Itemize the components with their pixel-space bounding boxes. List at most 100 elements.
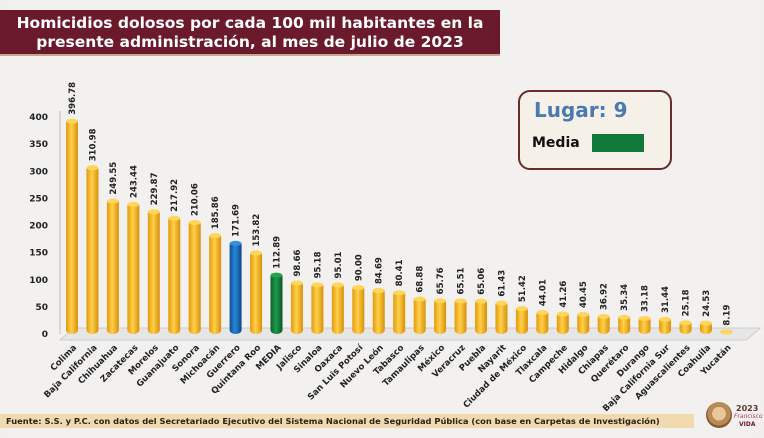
bar-cap xyxy=(66,118,78,124)
bar-san-luis-potosí xyxy=(352,285,365,334)
value-label: 25.18 xyxy=(682,289,692,316)
bar-jalisco xyxy=(290,280,303,334)
y-tick-label: 200 xyxy=(29,222,48,232)
value-label: 65.76 xyxy=(436,267,446,294)
bar-cap xyxy=(270,272,283,278)
bar-guanajuato xyxy=(168,215,181,334)
bar-cap xyxy=(372,288,385,294)
bar-media xyxy=(270,272,283,334)
bar-cap xyxy=(188,220,201,226)
value-label: 171.69 xyxy=(232,204,242,237)
value-label: 31.44 xyxy=(661,286,671,313)
bars xyxy=(66,118,733,335)
bar-veracruz xyxy=(454,298,467,334)
media-legend-swatch xyxy=(592,134,644,152)
bar-michoacán xyxy=(209,233,222,334)
logo-name: Francisco xyxy=(734,413,763,420)
bar-cap xyxy=(556,311,569,317)
bar-morelos xyxy=(147,209,160,334)
bar-cap xyxy=(413,296,426,302)
bar-sonora xyxy=(188,220,201,334)
chart-floor xyxy=(58,327,762,341)
value-label: 80.41 xyxy=(395,259,405,286)
value-label: 35.34 xyxy=(620,284,630,311)
value-label: 95.01 xyxy=(334,251,344,278)
value-label: 217.92 xyxy=(170,179,180,212)
bar-tabasco xyxy=(393,290,406,334)
bar-cap xyxy=(618,314,631,320)
bar-cap xyxy=(720,329,733,335)
value-label: 41.26 xyxy=(559,281,569,308)
value-label: 65.51 xyxy=(457,267,467,294)
bar-cap xyxy=(495,300,508,306)
y-axis: 0 50 100 150 200 250 300 350 400 xyxy=(29,111,61,340)
media-legend-label: Media xyxy=(532,135,580,151)
value-label: 68.88 xyxy=(416,266,426,293)
y-tick-label: 350 xyxy=(29,140,48,150)
value-label: 61.43 xyxy=(497,270,507,297)
value-label: 33.18 xyxy=(641,285,651,312)
bar-cap xyxy=(597,313,610,319)
value-label: 396.78 xyxy=(68,82,78,115)
source-note: Fuente: S.S. y P.C. con datos del Secret… xyxy=(0,414,694,428)
bar-cap xyxy=(515,306,528,312)
y-tick-label: 150 xyxy=(29,249,48,259)
rank-label: Lugar: 9 xyxy=(534,98,628,122)
y-tick-label: 250 xyxy=(29,194,48,204)
bar-cap xyxy=(679,320,692,326)
value-label: 44.01 xyxy=(538,279,548,306)
bar-cap xyxy=(475,298,487,304)
value-labels: 396.78 310.98 249.55 243.44 229.87 217.92 210.… xyxy=(68,82,732,326)
bar-cap xyxy=(229,240,242,246)
bar-zacatecas xyxy=(127,201,140,334)
bar-méxico xyxy=(434,298,447,334)
bar-tamaulipas xyxy=(413,296,426,334)
bar-chihuahua xyxy=(106,198,119,334)
logo: 2023 Francisco VIDA xyxy=(704,398,763,434)
y-tick-label: 50 xyxy=(35,303,48,313)
bar-cap xyxy=(536,310,549,316)
legend-box: Lugar: 9 Media xyxy=(518,90,672,170)
bar-tlaxcala xyxy=(536,310,549,334)
y-tick-label: 100 xyxy=(29,276,48,286)
bar-cap xyxy=(352,285,365,291)
title-line-2: presente administración, al mes de julio… xyxy=(36,33,464,51)
value-label: 210.06 xyxy=(191,183,201,216)
bar-querétaro xyxy=(618,314,631,334)
bar-cap xyxy=(638,315,651,321)
bar-nayarit xyxy=(495,300,508,334)
bar-hidalgo xyxy=(577,312,590,334)
bar-nuevo-león xyxy=(372,288,385,334)
value-label: 8.19 xyxy=(722,304,732,325)
bar-cap xyxy=(311,282,324,288)
value-label: 84.69 xyxy=(375,257,385,284)
value-label: 98.66 xyxy=(293,250,303,277)
value-label: 249.55 xyxy=(109,162,119,195)
y-tick-label: 400 xyxy=(29,113,48,123)
bar-cap xyxy=(168,215,181,221)
y-tick-label: 0 xyxy=(42,330,48,340)
bar-cap xyxy=(147,209,160,215)
bar-cap xyxy=(106,198,119,204)
bar-cap xyxy=(86,165,99,171)
bar-cap xyxy=(434,298,447,304)
value-label: 40.45 xyxy=(579,281,589,308)
bar-baja-california xyxy=(86,165,99,334)
bar-cap xyxy=(331,282,344,288)
value-label: 229.87 xyxy=(150,172,160,205)
value-label: 153.82 xyxy=(252,214,262,247)
value-label: 243.44 xyxy=(129,165,139,198)
bar-campeche xyxy=(556,311,569,334)
value-label: 51.42 xyxy=(518,275,528,302)
bar-guerrero xyxy=(229,240,242,334)
bar-sinaloa xyxy=(311,282,324,334)
portrait-icon xyxy=(706,402,732,428)
value-label: 95.18 xyxy=(313,251,323,278)
title-band xyxy=(0,10,500,56)
bar-cap xyxy=(577,312,590,318)
bar-cap xyxy=(250,250,263,256)
value-label: 185.86 xyxy=(211,196,221,229)
value-label: 112.89 xyxy=(273,236,283,269)
value-label: 65.06 xyxy=(477,268,487,295)
